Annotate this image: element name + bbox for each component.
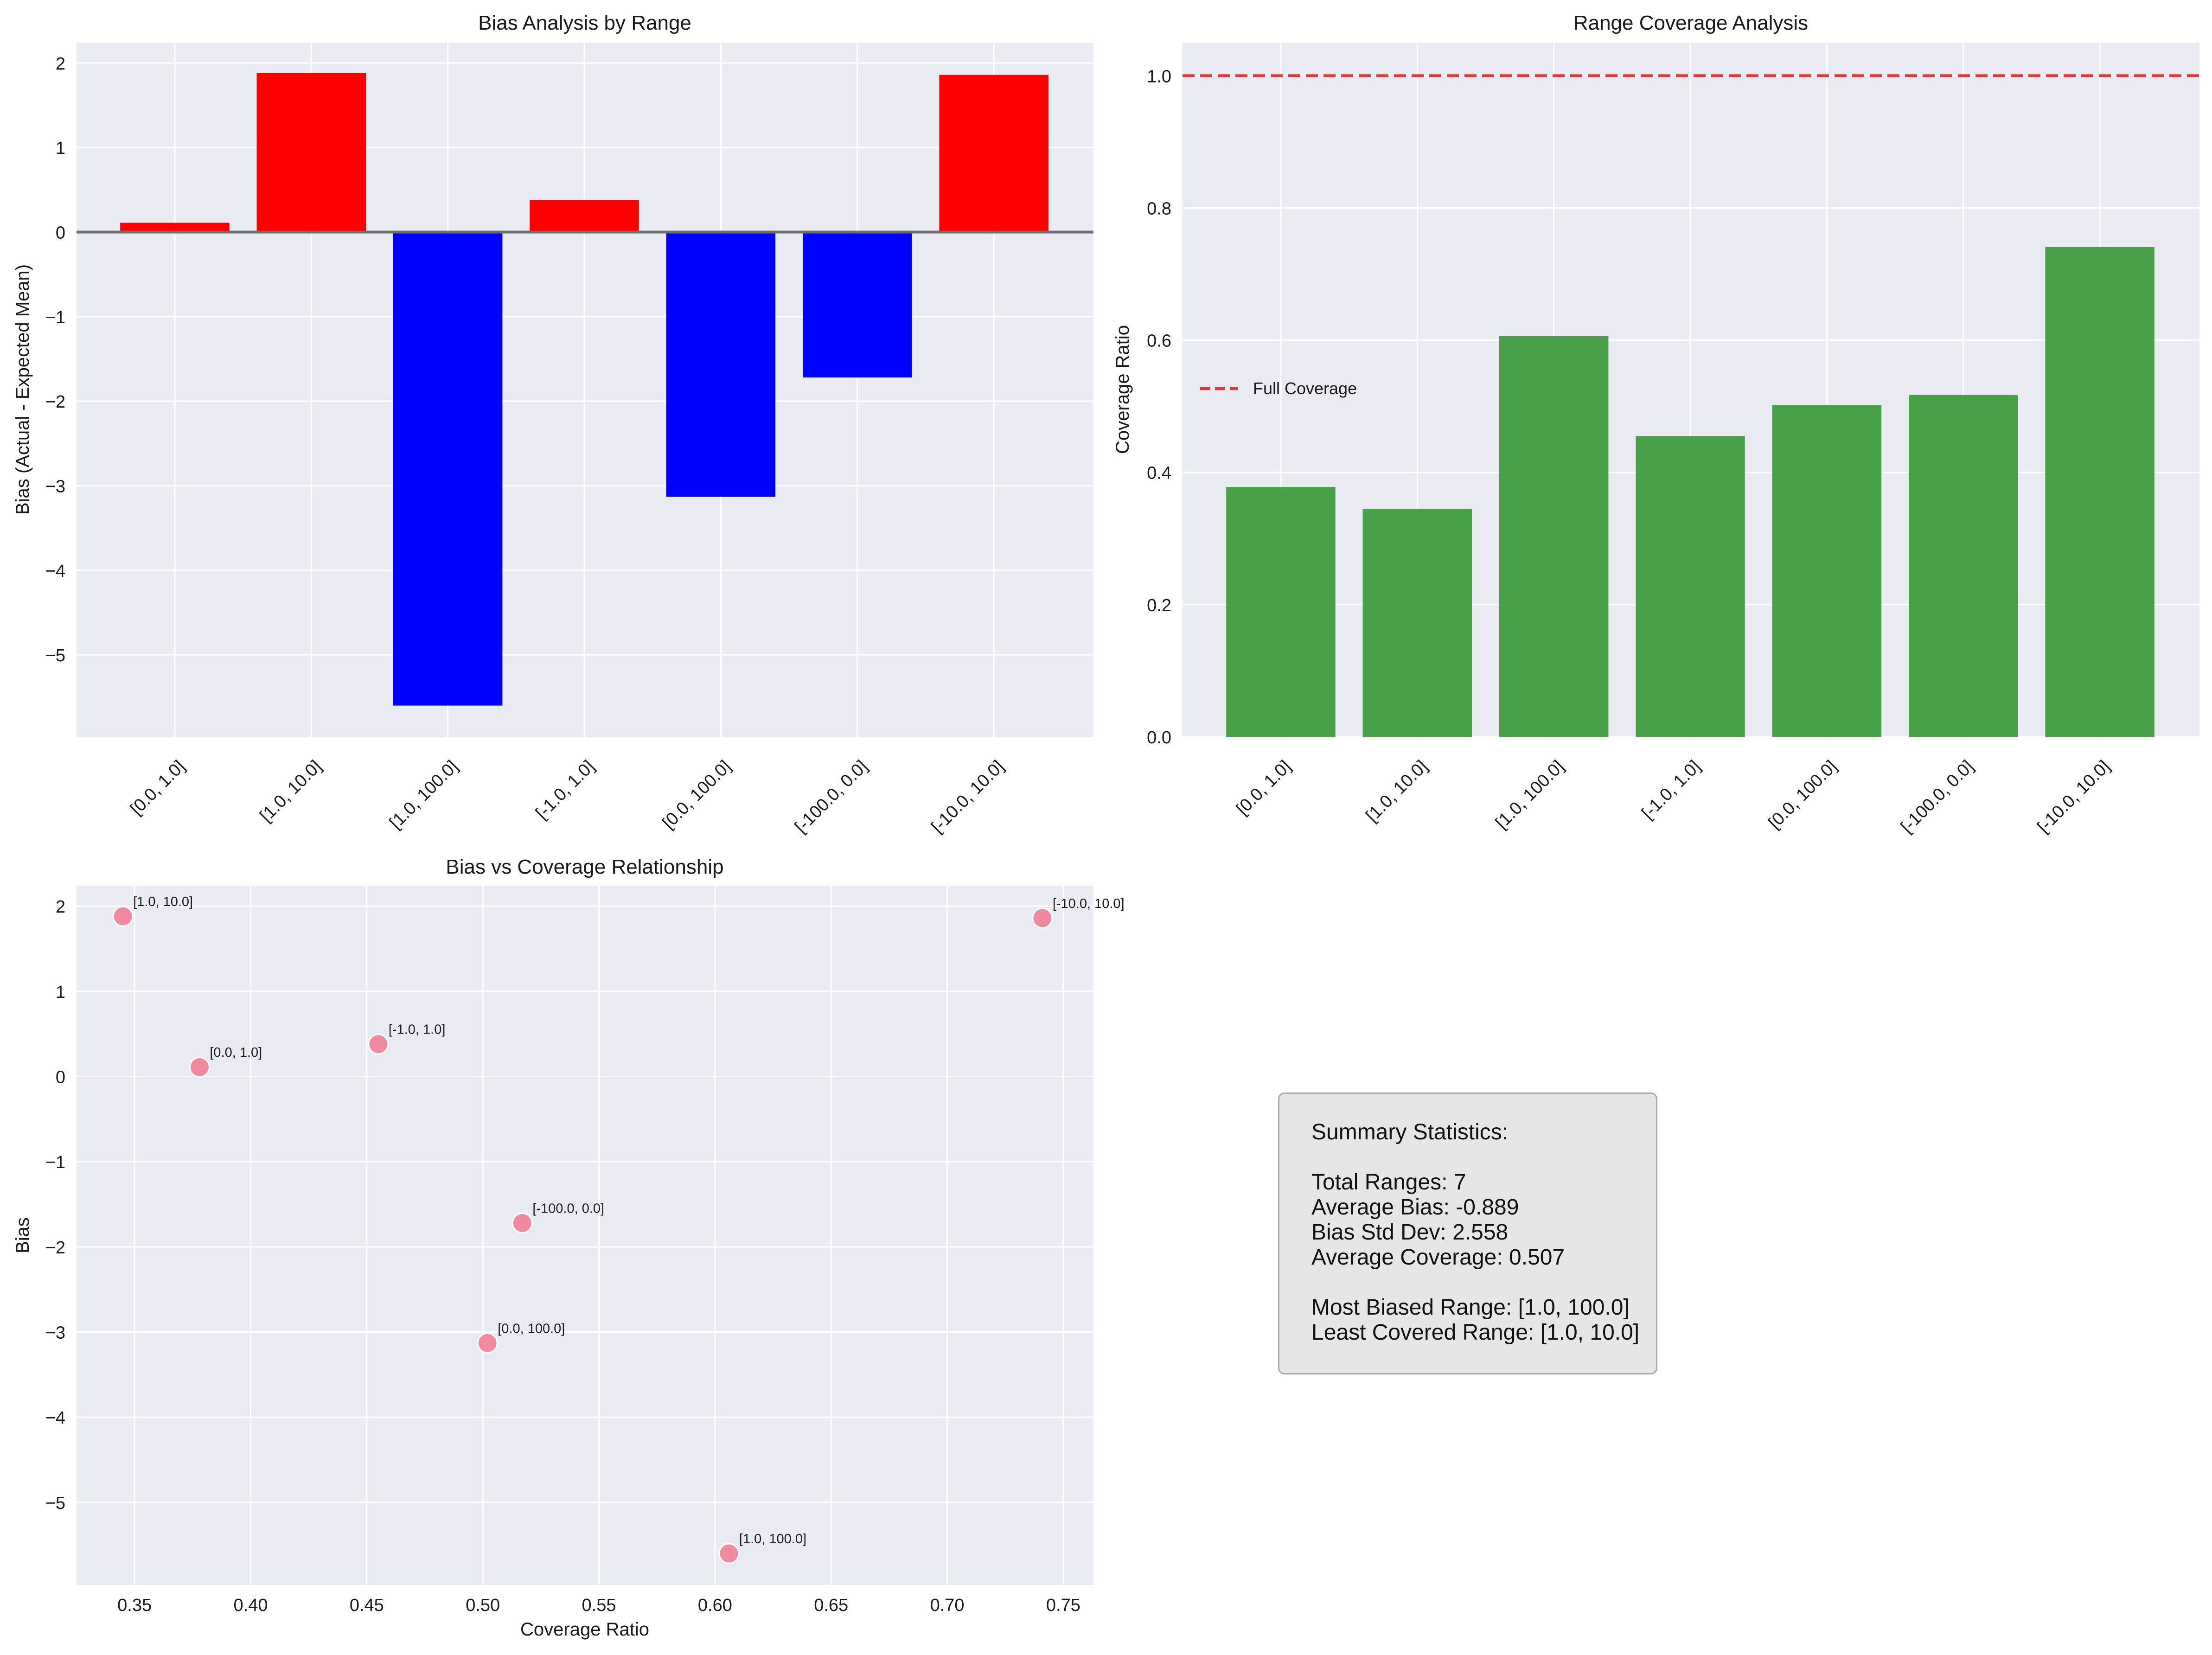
summary-most-biased-range: Most Biased Range: [1.0, 100.0] (1311, 1295, 1630, 1320)
summary-average-coverage: Average Coverage: 0.507 (1311, 1245, 1565, 1270)
point-annotation: [-1.0, 1.0] (389, 1022, 446, 1037)
y-tick-label: 2 (56, 897, 65, 917)
point-annotation: [-10.0, 10.0] (1053, 896, 1125, 911)
x-tick-label: [1.0, 10.0] (1362, 757, 1431, 826)
y-tick-label: −2 (45, 1238, 65, 1258)
scatter-point (477, 1332, 498, 1354)
bar (256, 73, 366, 232)
coverage-chart: 0.0 0.2 0.4 0.6 0.8 1.0 [0.0, 1.0] [1.0, 10.0] [… (1112, 12, 2199, 837)
y-tick-label: 0.0 (1147, 728, 1171, 748)
bar (2045, 247, 2154, 737)
x-tick-label: 0.40 (234, 1596, 268, 1615)
y-tick-label: 1 (56, 139, 65, 158)
summary-total-ranges: Total Ranges: 7 (1311, 1170, 1466, 1195)
point-annotation: [1.0, 10.0] (133, 895, 193, 909)
x-tick-label: [-100.0, 0.0] (1897, 757, 1977, 837)
y-tick-label: 2 (56, 54, 65, 74)
x-tick-label: 0.45 (350, 1596, 384, 1615)
summary-least-covered-range: Least Covered Range: [1.0, 10.0] (1311, 1320, 1640, 1345)
scatter-point (1032, 907, 1053, 929)
y-tick-label: −5 (45, 646, 65, 665)
x-tick-label: [0.0, 1.0] (1233, 757, 1295, 819)
y-tick-label: −5 (45, 1494, 65, 1513)
summary-heading: Summary Statistics: (1311, 1120, 1509, 1144)
bias-chart: 2 1 0 −1 −2 −3 −4 −5 [0.0, 1.0] [1.0, 10.0] [1.0, … (13, 12, 1093, 837)
y-tick-label: 0.4 (1147, 464, 1171, 483)
y-tick-label: −3 (45, 477, 65, 496)
y-tick-label: 0 (56, 223, 65, 243)
point-annotation: [-100.0, 0.0] (532, 1201, 604, 1216)
scatter-plot-area (77, 886, 1093, 1585)
summary-statistics-box: Summary Statistics: Total Ranges: 7 Averag… (1278, 1093, 1657, 1374)
y-tick-label: −1 (45, 1153, 65, 1172)
bar (803, 232, 912, 378)
x-tick-label: [1.0, 10.0] (256, 757, 325, 826)
y-tick-label: 0.2 (1147, 596, 1171, 615)
x-tick-label: [-1.0, 1.0] (532, 757, 598, 823)
x-tick-label: 0.75 (1046, 1596, 1080, 1615)
y-tick-label: 1.0 (1147, 67, 1171, 86)
bar (530, 200, 639, 232)
bar (666, 232, 776, 497)
point-annotation: [0.0, 100.0] (498, 1321, 565, 1336)
y-tick-label: 0.8 (1147, 199, 1171, 218)
bar (1636, 436, 1745, 737)
point-annotation: [0.0, 1.0] (210, 1045, 262, 1060)
y-tick-label: −1 (45, 308, 65, 327)
x-tick-label: [1.0, 100.0] (1492, 757, 1568, 833)
scatter-x-axis-label: Coverage Ratio (520, 1619, 649, 1640)
summary-average-bias: Average Bias: -0.889 (1311, 1195, 1519, 1220)
y-tick-label: 0 (56, 1067, 65, 1087)
bar (393, 232, 503, 706)
y-tick-label: 1 (56, 983, 65, 1002)
x-tick-label: 0.35 (117, 1596, 152, 1615)
y-tick-label: 0.6 (1147, 332, 1171, 351)
x-tick-label: [-10.0, 10.0] (927, 757, 1008, 837)
scatter-point (718, 1543, 740, 1564)
bias-chart-title: Bias Analysis by Range (478, 12, 691, 34)
bar (1226, 487, 1336, 737)
point-annotation: [1.0, 100.0] (739, 1532, 806, 1546)
x-tick-label: [0.0, 1.0] (127, 757, 189, 819)
x-tick-label: [-10.0, 10.0] (2033, 757, 2114, 837)
x-tick-label: [0.0, 100.0] (659, 757, 735, 833)
scatter-point (511, 1212, 533, 1233)
scatter-chart: [0.0, 1.0] [1.0, 10.0] [1.0, 100.0] [-1.0, … (13, 856, 1125, 1640)
bar (1362, 509, 1472, 737)
x-tick-label: 0.65 (814, 1596, 848, 1615)
summary-bias-std-dev: Bias Std Dev: 2.558 (1311, 1220, 1509, 1245)
bar (1499, 336, 1609, 737)
y-tick-label: −3 (45, 1323, 65, 1342)
scatter-point (112, 906, 134, 927)
y-tick-label: −2 (45, 392, 65, 412)
bias-y-axis-label: Bias (Actual - Expected Mean) (13, 264, 33, 515)
bar (120, 223, 230, 232)
scatter-chart-title: Bias vs Coverage Relationship (446, 856, 723, 878)
bar (1772, 405, 1882, 737)
x-tick-label: [0.0, 100.0] (1765, 757, 1841, 833)
bar (939, 75, 1048, 232)
x-tick-label: 0.70 (930, 1596, 965, 1615)
x-tick-label: 0.50 (466, 1596, 500, 1615)
scatter-point (189, 1056, 210, 1078)
x-tick-label: [-1.0, 1.0] (1638, 757, 1704, 823)
y-tick-label: −4 (45, 1408, 65, 1428)
bar (1909, 395, 2018, 737)
coverage-y-axis-label: Coverage Ratio (1112, 325, 1133, 454)
x-tick-label: [1.0, 100.0] (386, 757, 462, 833)
x-tick-label: 0.60 (698, 1596, 732, 1615)
x-tick-label: 0.55 (582, 1596, 616, 1615)
x-tick-label: [-100.0, 0.0] (791, 757, 871, 837)
y-tick-label: −4 (45, 562, 65, 581)
coverage-chart-title: Range Coverage Analysis (1573, 12, 1808, 34)
scatter-y-axis-label: Bias (13, 1217, 33, 1253)
legend-label: Full Coverage (1253, 379, 1357, 398)
scatter-point (368, 1034, 389, 1055)
